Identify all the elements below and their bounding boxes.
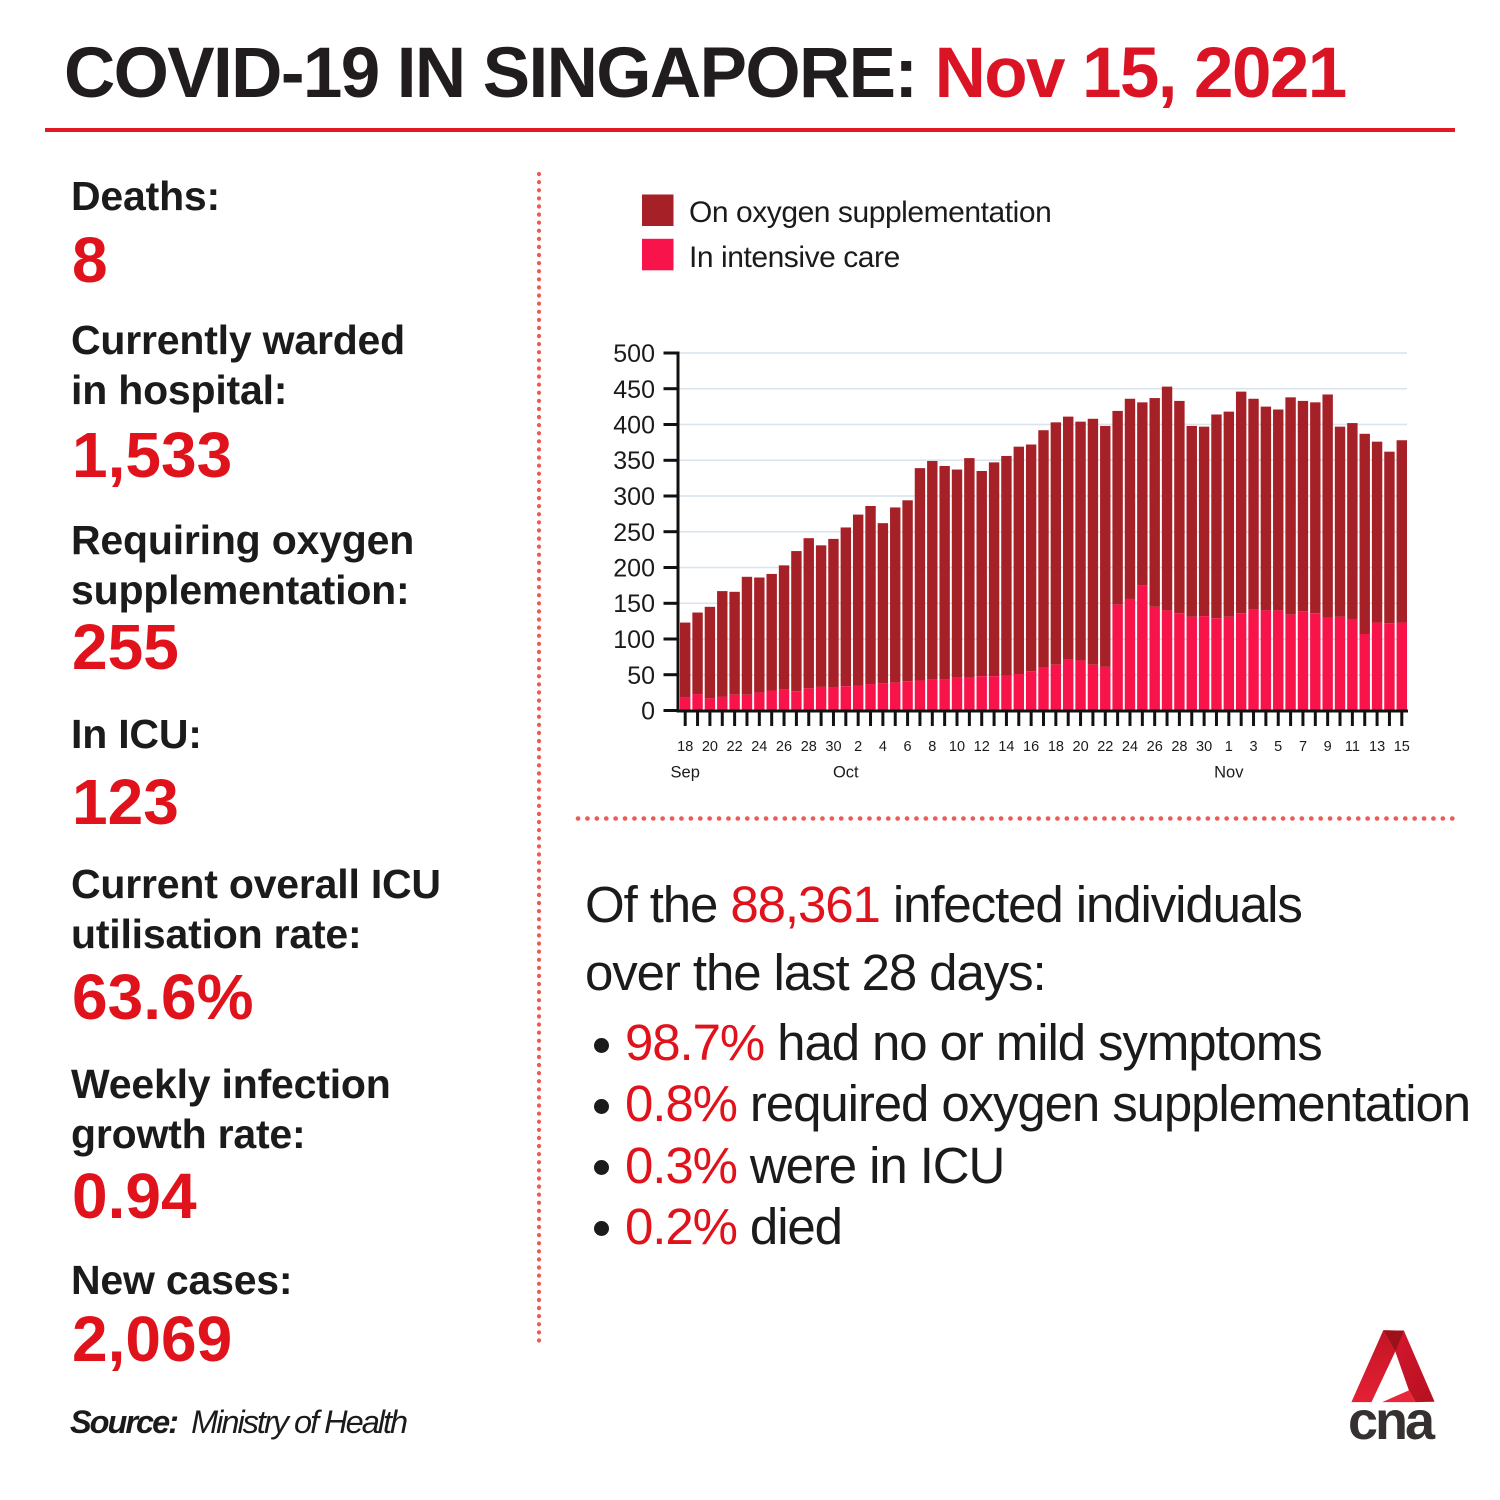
svg-text:28: 28 bbox=[801, 739, 817, 755]
svg-text:20: 20 bbox=[702, 739, 718, 755]
svg-text:50: 50 bbox=[627, 662, 655, 690]
svg-text:30: 30 bbox=[825, 739, 841, 755]
svg-text:24: 24 bbox=[1122, 739, 1138, 755]
svg-text:20: 20 bbox=[1073, 739, 1089, 755]
svg-text:300: 300 bbox=[613, 483, 655, 511]
svg-text:200: 200 bbox=[613, 555, 655, 583]
svg-text:Sep: Sep bbox=[671, 764, 700, 782]
svg-text:8: 8 bbox=[928, 739, 936, 755]
svg-text:3: 3 bbox=[1249, 739, 1257, 755]
svg-text:450: 450 bbox=[613, 376, 655, 404]
svg-text:250: 250 bbox=[613, 519, 655, 547]
svg-text:18: 18 bbox=[677, 739, 693, 755]
svg-text:12: 12 bbox=[974, 739, 990, 755]
svg-text:5: 5 bbox=[1274, 739, 1282, 755]
svg-text:1: 1 bbox=[1225, 739, 1233, 755]
svg-text:24: 24 bbox=[751, 739, 767, 755]
svg-text:9: 9 bbox=[1324, 739, 1332, 755]
svg-text:16: 16 bbox=[1023, 739, 1039, 755]
svg-text:14: 14 bbox=[998, 739, 1014, 755]
svg-text:Oct: Oct bbox=[833, 764, 859, 782]
svg-text:30: 30 bbox=[1196, 739, 1212, 755]
svg-text:6: 6 bbox=[904, 739, 912, 755]
svg-text:400: 400 bbox=[613, 412, 655, 440]
svg-text:Nov: Nov bbox=[1214, 764, 1244, 782]
svg-text:500: 500 bbox=[613, 340, 655, 368]
svg-text:100: 100 bbox=[613, 626, 655, 654]
svg-text:7: 7 bbox=[1299, 739, 1307, 755]
svg-text:0: 0 bbox=[641, 698, 655, 726]
svg-text:10: 10 bbox=[949, 739, 965, 755]
svg-text:26: 26 bbox=[776, 739, 792, 755]
svg-text:13: 13 bbox=[1369, 739, 1385, 755]
svg-text:22: 22 bbox=[727, 739, 743, 755]
svg-text:350: 350 bbox=[613, 447, 655, 475]
svg-text:4: 4 bbox=[879, 739, 887, 755]
svg-text:150: 150 bbox=[613, 590, 655, 618]
svg-text:11: 11 bbox=[1345, 739, 1360, 755]
svg-text:22: 22 bbox=[1097, 739, 1113, 755]
svg-text:15: 15 bbox=[1394, 739, 1410, 755]
svg-text:18: 18 bbox=[1048, 739, 1064, 755]
svg-text:2: 2 bbox=[854, 739, 862, 755]
svg-text:28: 28 bbox=[1171, 739, 1187, 755]
svg-text:26: 26 bbox=[1147, 739, 1163, 755]
